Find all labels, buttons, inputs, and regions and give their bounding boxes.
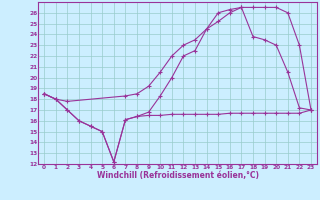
X-axis label: Windchill (Refroidissement éolien,°C): Windchill (Refroidissement éolien,°C) — [97, 171, 259, 180]
